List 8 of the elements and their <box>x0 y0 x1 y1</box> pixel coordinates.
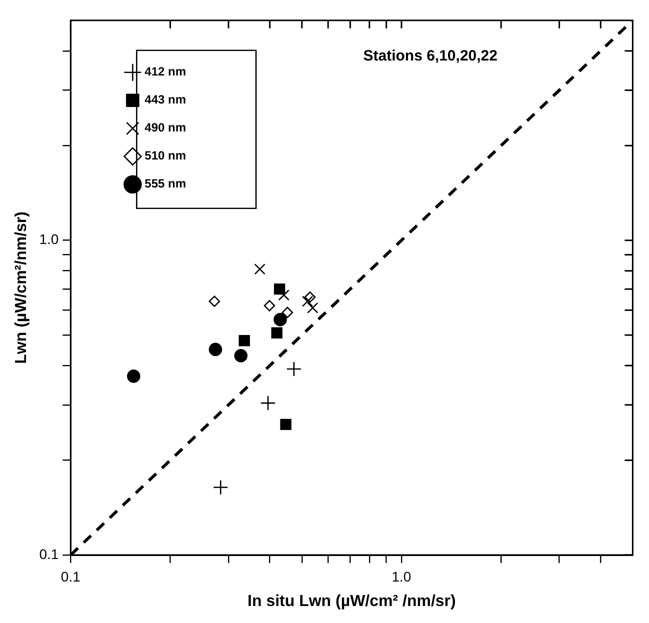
x-axis-title: In situ Lwn (µW/cm² /nm/sr) <box>248 592 456 610</box>
text: Stations 6,10,20,22 <box>363 48 498 65</box>
legend-label: 510 nm <box>144 148 186 163</box>
legend-label: 555 nm <box>144 176 186 191</box>
legend-label: 443 nm <box>144 92 186 107</box>
y-axis-title: Lwn (µW/cm²/nm/sr) <box>13 212 30 364</box>
legend-label: 490 nm <box>144 120 186 135</box>
legend-label: 412 nm <box>144 64 186 79</box>
